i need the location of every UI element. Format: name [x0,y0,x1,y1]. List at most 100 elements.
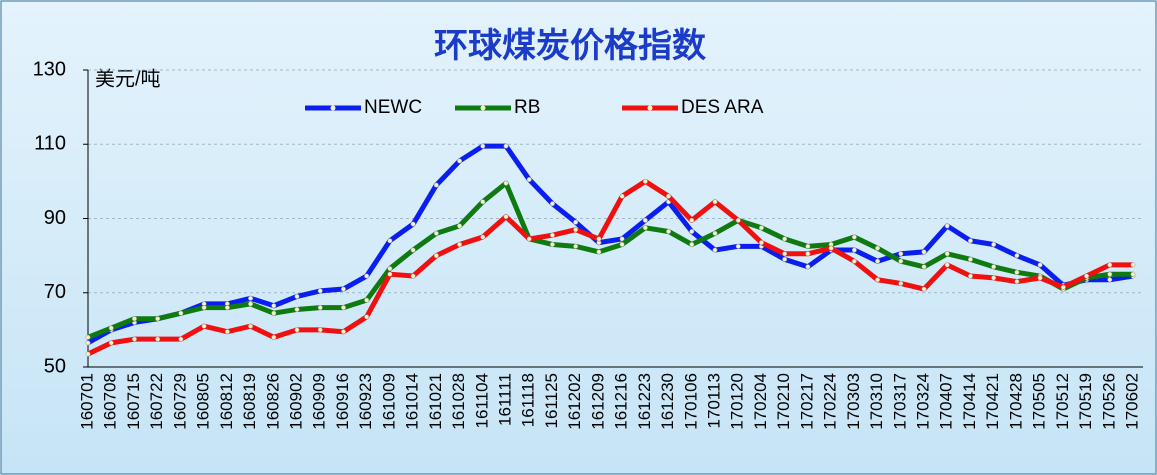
point [642,178,648,184]
point [155,316,161,322]
point [991,275,997,281]
y-tick-label: 70 [44,281,66,303]
point [967,256,973,262]
point [457,223,463,229]
point [1130,271,1136,277]
point [340,305,346,311]
point [1037,275,1043,281]
x-tick-label: 170519 [1076,373,1095,430]
legend-marker [647,105,653,111]
point [433,230,439,236]
point [967,273,973,279]
x-tick-label: 170106 [681,373,700,430]
point [898,281,904,286]
x-tick-label: 161216 [612,373,631,430]
point [108,325,114,331]
point [735,217,741,223]
point [944,223,950,229]
point [201,323,207,329]
point [642,225,648,231]
point [712,230,718,236]
point [433,182,439,188]
x-tick-label: 170421 [983,373,1002,430]
point [201,305,207,311]
point [271,310,277,316]
point [689,242,695,247]
point [689,229,695,234]
point [666,229,672,234]
point [1130,262,1136,268]
point [294,294,300,299]
point [480,199,486,205]
point [131,336,137,342]
x-tick-label: 160916 [333,373,352,430]
x-tick-label: 161125 [542,373,561,428]
point [921,249,927,255]
x-tick-label: 160729 [170,373,189,430]
x-tick-label: 161014 [403,373,422,430]
point [457,242,463,247]
x-tick-label: 170324 [913,373,932,430]
point [1107,262,1113,268]
point [782,236,788,242]
point [689,217,695,223]
point [1107,271,1113,277]
point [526,236,532,242]
point [805,243,811,249]
x-tick-label: 161230 [658,373,677,430]
point [735,243,741,249]
legend-marker [330,105,336,111]
x-tick-label: 170120 [728,373,747,430]
x-tick-label: 161209 [588,373,607,430]
x-tick-label: 170210 [774,373,793,430]
point [387,271,393,277]
x-tick-label: 161021 [426,373,445,430]
x-tick-label: 160909 [310,373,329,430]
y-tick-label: 130 [33,58,66,80]
point [1014,269,1020,275]
point [573,243,579,249]
point [991,264,997,270]
point [549,242,555,247]
x-tick-label: 170505 [1030,373,1049,430]
point [271,303,277,309]
point [549,232,555,238]
legend-marker [480,105,486,111]
x-tick-label: 161118 [519,373,538,427]
point [828,245,834,251]
point [573,219,579,225]
point [712,247,718,253]
point [294,307,300,312]
point [364,297,370,303]
x-tick-label: 170317 [890,373,909,430]
point [457,158,463,164]
point [1037,262,1043,268]
x-tick-label: 170217 [797,373,816,430]
x-tick-label: 160902 [286,373,305,430]
point [387,266,393,272]
x-tick-label: 161202 [565,373,584,430]
x-tick-label: 161009 [379,373,398,430]
x-tick-label: 160701 [77,373,96,430]
x-tick-label: 170204 [751,373,770,430]
point [875,277,881,283]
point [805,264,811,270]
x-tick-label: 170224 [821,373,840,430]
point [851,247,857,253]
x-tick-label: 160708 [101,373,120,430]
point [921,264,927,270]
x-tick-label: 160715 [124,373,143,430]
point [340,286,346,292]
y-tick-label: 50 [44,355,66,377]
point [85,351,91,357]
x-tick-label: 160722 [147,373,166,430]
point [1107,277,1113,283]
point [619,242,625,247]
point [224,329,230,335]
y-tick-label: 110 [34,133,66,155]
point [224,305,230,311]
point [364,314,370,320]
point [155,336,161,342]
point [875,258,881,264]
